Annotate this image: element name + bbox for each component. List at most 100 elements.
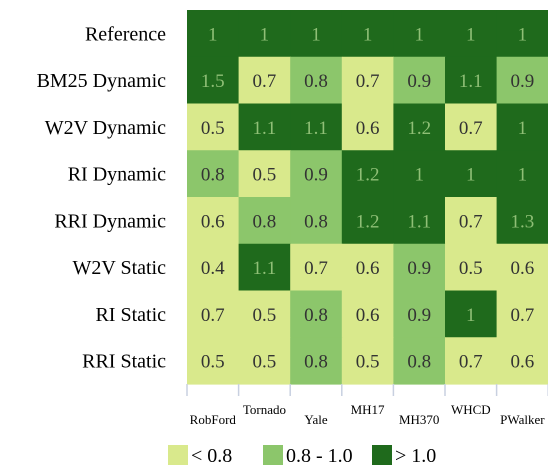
cell-value: 0.6 [511,352,535,373]
heatmap-cell [445,243,498,292]
heatmap-cell [445,103,498,151]
legend-label: > 1.0 [395,445,436,466]
cell-value: 0.4 [201,258,225,279]
heatmap-cell [496,243,548,292]
heatmap-cell [238,103,291,151]
cell-value: 0.8 [253,211,277,232]
cell-value: 0.5 [356,352,380,373]
legend-swatch [263,445,283,465]
cell-value: 1.1 [459,71,483,92]
heatmap-cell [445,197,498,245]
heatmap-cell [187,10,240,58]
heatmap-cell [445,150,498,198]
heatmap-cell [496,56,548,105]
legend-label: 0.8 - 1.0 [286,445,353,466]
heatmap-cell [238,150,291,198]
column-label: Yale [304,412,327,427]
column-label: WHCD [451,402,491,417]
cell-value: 1.1 [253,118,277,139]
cell-value: 1.1 [253,258,277,279]
cell-value: 0.9 [407,71,431,92]
column-label: PWalker [500,412,545,427]
cell-value: 1 [466,24,476,45]
column-label: RobFord [190,412,237,427]
cell-value: 0.6 [201,211,225,232]
cell-value: 1 [363,24,373,45]
heatmap-cell [290,56,343,105]
heatmap-cell [341,243,394,292]
cell-value: 0.7 [511,305,535,326]
cell-value: 0.9 [407,305,431,326]
cell-value: 0.7 [356,71,380,92]
cell-value: 0.7 [304,258,328,279]
cell-value: 0.5 [201,118,225,139]
heatmap-cell [393,103,446,151]
heatmap-cell [290,150,343,198]
cell-value: 0.7 [253,71,277,92]
cell-value: 0.5 [253,352,277,373]
cell-value: 0.6 [356,305,380,326]
cell-value: 0.8 [304,211,328,232]
cell-value: 1 [414,165,424,186]
heatmap-cell [238,337,291,385]
cell-value: 1 [518,24,528,45]
heatmap-cell [393,150,446,198]
heatmap-cell [238,290,291,338]
row-label: RRI Dynamic [54,210,166,232]
heatmap-cell [341,10,394,58]
cell-value: 0.9 [511,71,535,92]
heatmap-cell [238,197,291,245]
heatmap-cell [341,290,394,338]
heatmap-cell [187,337,240,385]
heatmap-cells: 1 1 1 1 1 1 1 1.5 0.7 0.8 0.7 0.9 1.1 0.9 0.5 1.1 1.1 0.6… [187,10,548,385]
legend-swatch [372,445,392,465]
cell-value: 0.7 [459,211,483,232]
heatmap-cell [290,197,343,245]
cell-value: 1 [414,24,424,45]
cell-value: 0.9 [304,165,328,186]
heatmap-cell [341,337,394,385]
cell-value: 1 [466,305,476,326]
heatmap-cell [393,290,446,338]
cell-value: 0.9 [407,258,431,279]
row-label: RRI Static [82,351,166,373]
cell-value: 0.8 [201,165,225,186]
cell-value: 0.6 [511,258,535,279]
heatmap-cell [187,243,240,292]
cell-value: 0.6 [356,258,380,279]
heatmap-cell [341,197,394,245]
row-label: RI Dynamic [68,164,166,186]
heatmap-cell [393,197,446,245]
heatmap-cell [393,337,446,385]
row-label: W2V Dynamic [45,117,166,139]
heatmap-cell [238,243,291,292]
heatmap-cell [445,337,498,385]
heatmap-cell [341,103,394,151]
cell-value: 0.8 [407,352,431,373]
heatmap-cell [496,150,548,198]
cell-value: 1 [518,165,528,186]
heatmap-cell [496,197,548,245]
legend-swatch [168,445,188,465]
heatmap-cell [238,10,291,58]
cell-value: 0.8 [304,305,328,326]
heatmap-cell [341,150,394,198]
heatmap-cell [187,103,240,151]
heatmap-cell [290,337,343,385]
heatmap-cell [290,103,343,151]
cell-value: 1 [518,118,528,139]
heatmap-cell [341,56,394,105]
heatmap-cell [393,10,446,58]
column-label: MH17 [351,402,385,417]
cell-value: 0.7 [459,118,483,139]
cell-value: 1.2 [407,118,431,139]
heatmap-cell [496,10,548,58]
heatmap-cell [393,56,446,105]
cell-value: 1.1 [304,118,328,139]
heatmap-cell [187,56,240,105]
x-axis: RobFord Tornado Yale MH17 MH370 WHCD PWalker [186,384,548,427]
row-label: RI Static [95,304,166,326]
cell-value: 0.7 [459,352,483,373]
row-label: W2V Static [72,257,166,279]
